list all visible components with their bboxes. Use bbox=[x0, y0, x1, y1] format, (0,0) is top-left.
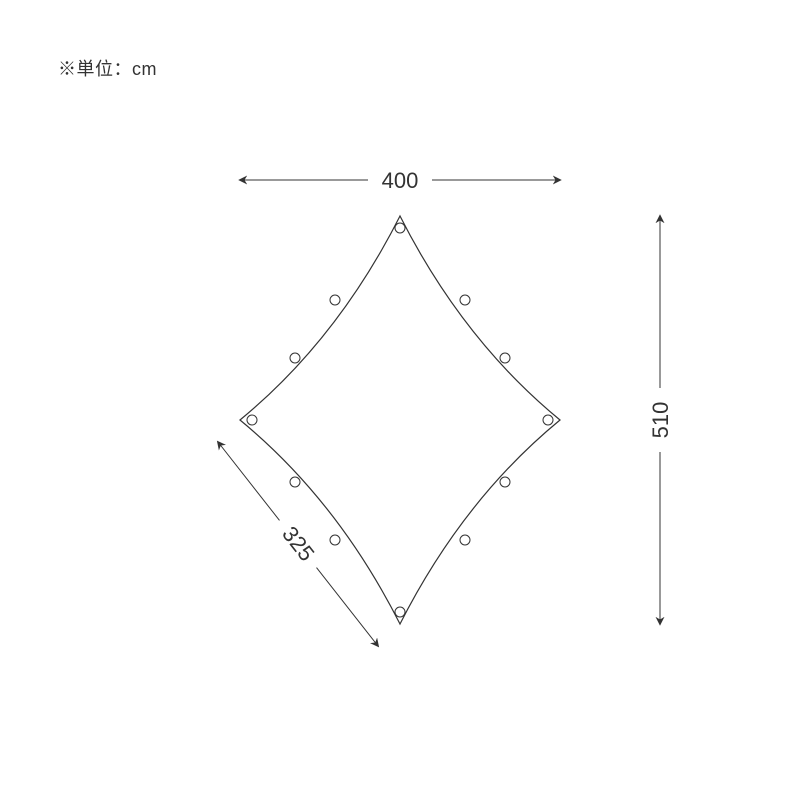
grommet bbox=[290, 353, 300, 363]
grommet bbox=[330, 535, 340, 545]
grommet bbox=[543, 415, 553, 425]
grommet bbox=[247, 415, 257, 425]
grommet bbox=[290, 477, 300, 487]
grommet bbox=[500, 353, 510, 363]
dimension-label-height: 510 bbox=[648, 402, 673, 439]
dimension-label-width: 400 bbox=[382, 168, 419, 193]
grommet bbox=[395, 223, 405, 233]
grommet bbox=[460, 295, 470, 305]
grommet bbox=[330, 295, 340, 305]
diagram-canvas: ※単位：cm 400 400 510 325 bbox=[0, 0, 800, 800]
tarp-outline bbox=[240, 216, 560, 624]
grommet bbox=[460, 535, 470, 545]
grommet bbox=[395, 607, 405, 617]
grommet bbox=[500, 477, 510, 487]
diagram-svg: 400 400 510 325 bbox=[0, 0, 800, 800]
